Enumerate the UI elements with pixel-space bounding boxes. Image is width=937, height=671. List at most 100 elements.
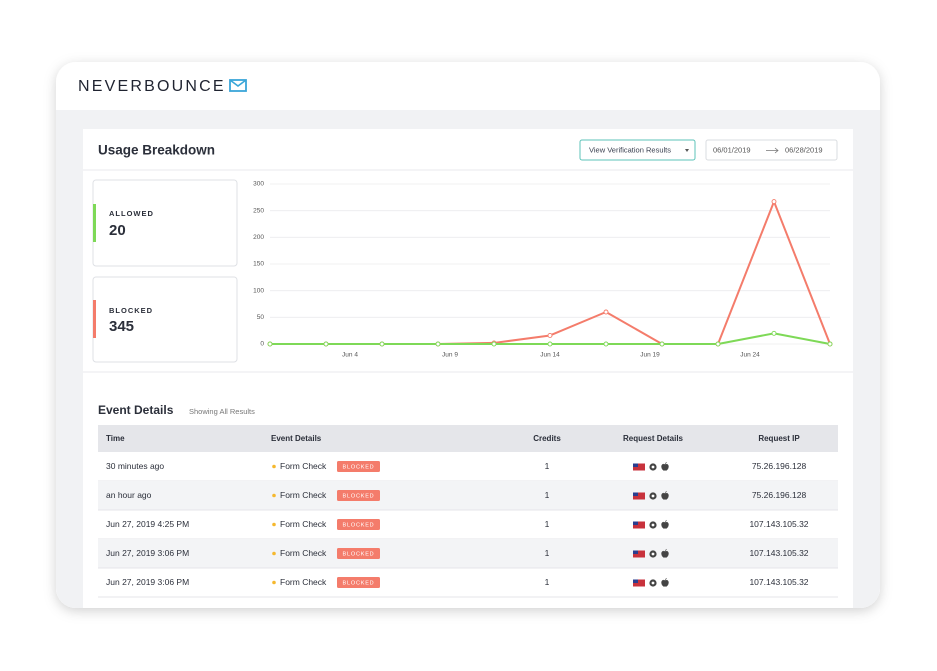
data-point: [379, 341, 385, 347]
y-tick-label: 0: [260, 341, 264, 348]
content: [98, 480, 838, 598]
cell: 75.26.196.128: [752, 490, 807, 500]
stat-blocked: [92, 276, 238, 363]
badge-label: BLOCKED: [343, 580, 375, 586]
cell: 107.143.105.32: [749, 548, 808, 558]
y-tick-label: 250: [253, 207, 264, 214]
cell: 107.143.105.32: [749, 519, 808, 529]
cell: Jun 27, 2019 3:06 PM: [106, 577, 189, 587]
column-header: Event Details: [271, 434, 322, 443]
data-point: [715, 341, 721, 347]
logo: NEVERBOUNCE: [78, 78, 226, 95]
y-tick-label: 150: [253, 261, 264, 268]
data-point: [547, 333, 553, 338]
browser-icon-center: [651, 494, 655, 498]
cell: Form Check: [280, 577, 327, 587]
flag-canton: [633, 492, 638, 496]
cell: 1: [545, 490, 550, 500]
cell: 1: [545, 548, 550, 558]
usage-title: Usage Breakdown: [98, 143, 215, 158]
date-from: 06/01/2019: [713, 145, 751, 154]
os-icon: [661, 462, 669, 471]
cell: Form Check: [280, 490, 327, 500]
data-point: [603, 309, 609, 315]
data-point: [771, 199, 777, 205]
flag-canton: [633, 463, 638, 467]
column-header: Time: [106, 434, 125, 443]
stat-value: 20: [109, 222, 126, 239]
events-title: Event Details: [98, 403, 174, 417]
flag-canton: [633, 579, 638, 583]
date-range[interactable]: [705, 139, 838, 161]
data-point: [771, 330, 777, 336]
cell: an hour ago: [106, 490, 152, 500]
data-point: [547, 341, 553, 347]
cell: Jun 27, 2019 3:06 PM: [106, 548, 189, 558]
badge-label: BLOCKED: [343, 464, 375, 470]
column-header: Credits: [533, 434, 561, 443]
x-tick-label: Jun 19: [640, 352, 660, 359]
os-icon: [661, 520, 669, 529]
stat-label: BLOCKED: [109, 306, 153, 315]
x-tick-label: Jun 14: [540, 352, 560, 359]
browser-icon-center: [651, 465, 655, 469]
events-subtitle: Showing All Results: [189, 407, 255, 416]
status-dot: [272, 580, 276, 585]
data-point: [603, 341, 609, 347]
flag-icon: [633, 550, 645, 558]
stat-allowed: [92, 179, 238, 267]
results-button-label[interactable]: View Verification Results: [589, 145, 671, 154]
x-tick-label: Jun 9: [442, 352, 458, 359]
badge: [337, 519, 380, 530]
os-icon: [661, 491, 669, 500]
cell: 75.26.196.128: [752, 461, 807, 471]
browser-icon-center: [651, 581, 655, 585]
row-background: [98, 539, 838, 568]
cell: Jun 27, 2019 4:25 PM: [106, 519, 189, 529]
status-dot: [272, 464, 276, 469]
data-point: [659, 341, 665, 347]
flag-icon: [633, 492, 645, 500]
date-arrow: [766, 147, 779, 154]
y-tick-label: 300: [253, 181, 264, 188]
flag-icon: [633, 521, 645, 529]
cell: Form Check: [280, 548, 327, 558]
data-point: [491, 341, 497, 347]
status-dot: [272, 493, 276, 498]
x-tick-label: Jun 24: [740, 352, 760, 359]
column-header: Request IP: [758, 434, 800, 443]
data-point: [323, 341, 329, 347]
dropdown-caret: [685, 149, 689, 152]
column-header: Request Details: [623, 434, 684, 443]
data-point: [267, 341, 273, 347]
data-point: [827, 341, 833, 347]
stat-label: ALLOWED: [109, 209, 154, 218]
stat-value: 345: [109, 318, 134, 335]
cell: Form Check: [280, 519, 327, 529]
badge: [337, 490, 380, 501]
cell: 30 minutes ago: [106, 461, 164, 471]
data-point: [435, 341, 441, 347]
browser-icon-center: [651, 552, 655, 556]
cell: Form Check: [280, 461, 327, 471]
status-dot: [272, 522, 276, 527]
table-header: [98, 425, 838, 452]
cell: 1: [545, 519, 550, 529]
browser-icon-center: [651, 523, 655, 527]
badge: [337, 548, 380, 559]
row-background: [98, 481, 838, 510]
badge-label: BLOCKED: [343, 551, 375, 557]
y-tick-label: 100: [253, 287, 264, 294]
flag-icon: [633, 579, 645, 587]
results-button[interactable]: [579, 139, 696, 161]
cell: 1: [545, 461, 550, 471]
cell: 1: [545, 577, 550, 587]
badge: [337, 461, 380, 472]
badge: [337, 577, 380, 588]
badge-label: BLOCKED: [343, 522, 375, 528]
x-tick-label: Jun 4: [342, 352, 358, 359]
y-tick-label: 50: [257, 314, 265, 321]
os-icon: [661, 549, 669, 558]
